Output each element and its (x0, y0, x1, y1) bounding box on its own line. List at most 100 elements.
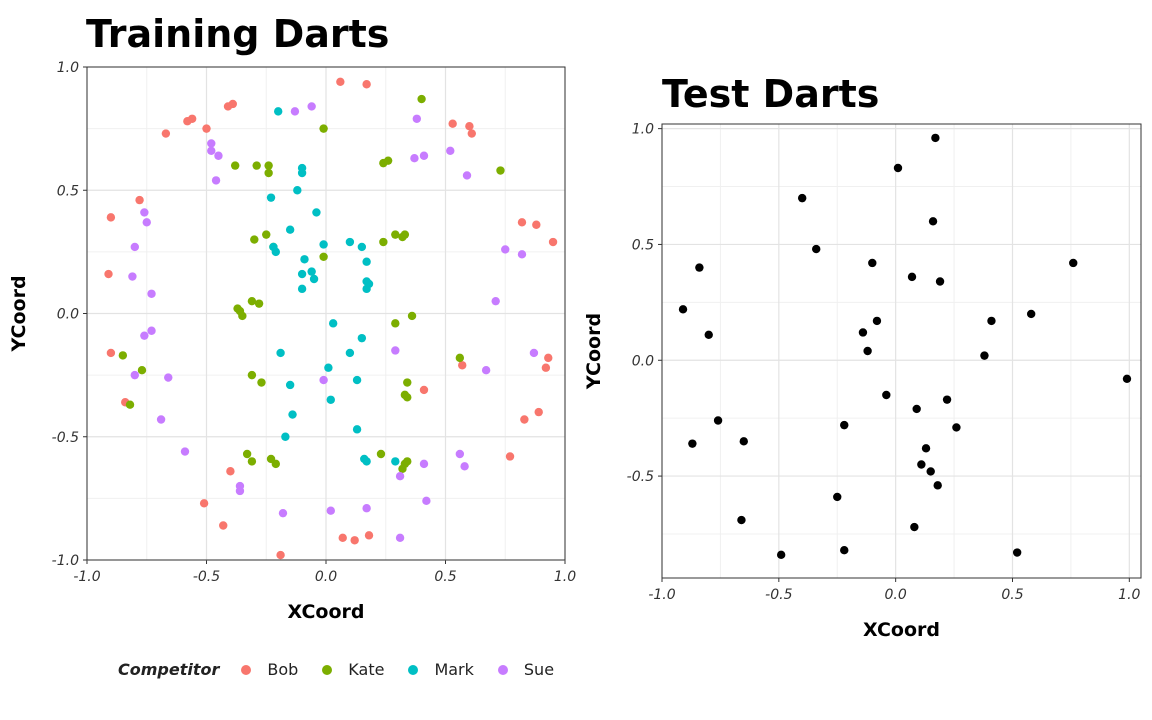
training-point-sue (307, 102, 316, 111)
training-point-kate (400, 230, 410, 239)
test-y-tick-label: -0.5 (627, 469, 654, 485)
training-point-bob (135, 195, 144, 205)
training-point-kate (407, 311, 417, 321)
training-point-sue (446, 146, 455, 156)
test-point-test (1069, 258, 1078, 268)
training-point-bob (419, 385, 429, 395)
training-point-sue (481, 365, 491, 375)
training-point-sue (130, 242, 139, 252)
test-point-test (713, 416, 723, 425)
training-point-bob (364, 531, 374, 540)
training-point-mark (297, 269, 307, 279)
test-point-test (933, 481, 942, 490)
test-point-test (858, 328, 868, 337)
training-point-sue (391, 346, 400, 355)
test-point-test (833, 492, 842, 502)
legend-dot-sue (497, 664, 508, 675)
test-point-test (1012, 548, 1022, 557)
training-point-mark (297, 168, 307, 178)
training-point-sue (419, 459, 429, 469)
training-y-tick-label: 1.0 (57, 60, 79, 76)
test-point-test (931, 133, 940, 143)
training-point-sue (326, 506, 335, 515)
test-point-test (952, 423, 961, 432)
training-point-bob (517, 218, 527, 227)
test-point-test (840, 546, 849, 555)
training-point-mark (274, 107, 283, 116)
training-point-sue (142, 218, 151, 227)
training-point-mark (269, 242, 278, 252)
test-point-test (935, 277, 945, 286)
legend-dot-bob (241, 664, 252, 675)
test-point-test (868, 258, 877, 268)
training-point-mark (345, 237, 355, 247)
training-point-sue (455, 449, 465, 459)
training-point-kate (247, 457, 257, 466)
training-point-mark (324, 363, 333, 372)
training-point-bob (226, 467, 235, 476)
training-point-mark (276, 348, 285, 358)
training-point-sue (491, 296, 500, 306)
training-point-mark (312, 208, 321, 217)
test-point-test (921, 444, 931, 453)
training-point-mark (345, 348, 355, 358)
training-point-sue (140, 331, 149, 340)
test-point-test (776, 550, 786, 560)
training-point-bob (338, 533, 347, 543)
test-point-test (863, 346, 872, 356)
training-point-sue (147, 326, 156, 335)
training-point-bob (276, 550, 285, 560)
training-x-tick-label: -0.5 (193, 569, 220, 585)
training-point-bob (467, 129, 476, 138)
training-point-kate (417, 94, 426, 104)
training-point-mark (357, 333, 367, 343)
test-x-tick-label: 1.0 (1118, 587, 1140, 603)
training-point-sue (156, 415, 166, 424)
training-point-bob (199, 499, 209, 508)
training-point-mark (300, 255, 309, 264)
training-point-bob (458, 361, 467, 370)
training-point-bob (534, 407, 543, 417)
training-point-kate (262, 230, 271, 239)
test-point-test (695, 263, 704, 272)
training-point-sue (211, 176, 221, 185)
training-point-sue (529, 348, 539, 358)
training-point-sue (207, 146, 216, 156)
test-point-test (739, 437, 748, 446)
training-point-bob (505, 452, 515, 461)
legend-dot-kate (322, 664, 333, 675)
training-point-bob (548, 237, 558, 247)
training-point-kate (455, 353, 465, 363)
training-y-tick-label: -1.0 (52, 553, 79, 569)
test-point-test (1122, 374, 1132, 383)
training-point-mark (266, 193, 276, 202)
training-point-kate (403, 393, 412, 402)
test-y-tick-label: 1.0 (632, 122, 654, 138)
training-point-sue (147, 289, 156, 298)
training-point-sue (362, 504, 371, 513)
training-point-mark (326, 395, 335, 404)
training-x-tick-label: -1.0 (73, 569, 100, 585)
training-point-sue (395, 471, 405, 481)
training-point-kate (137, 365, 147, 375)
training-point-bob (544, 353, 553, 363)
training-point-kate (391, 230, 400, 239)
training-point-kate (383, 156, 393, 165)
training-point-mark (352, 425, 362, 434)
training-point-kate (252, 161, 261, 170)
training-point-sue (180, 447, 190, 456)
training-point-bob (161, 129, 171, 138)
training-point-bob (362, 80, 371, 89)
training-point-bob (106, 213, 116, 222)
training-point-sue (410, 154, 419, 163)
training-point-sue (501, 245, 510, 254)
training-point-sue (140, 208, 149, 217)
training-point-mark (357, 242, 367, 252)
test-point-test (797, 193, 807, 203)
training-point-kate (257, 378, 266, 387)
training-point-sue (128, 272, 137, 281)
training-point-kate (250, 235, 259, 244)
training-point-bob (350, 536, 359, 545)
test-point-test (907, 272, 917, 282)
